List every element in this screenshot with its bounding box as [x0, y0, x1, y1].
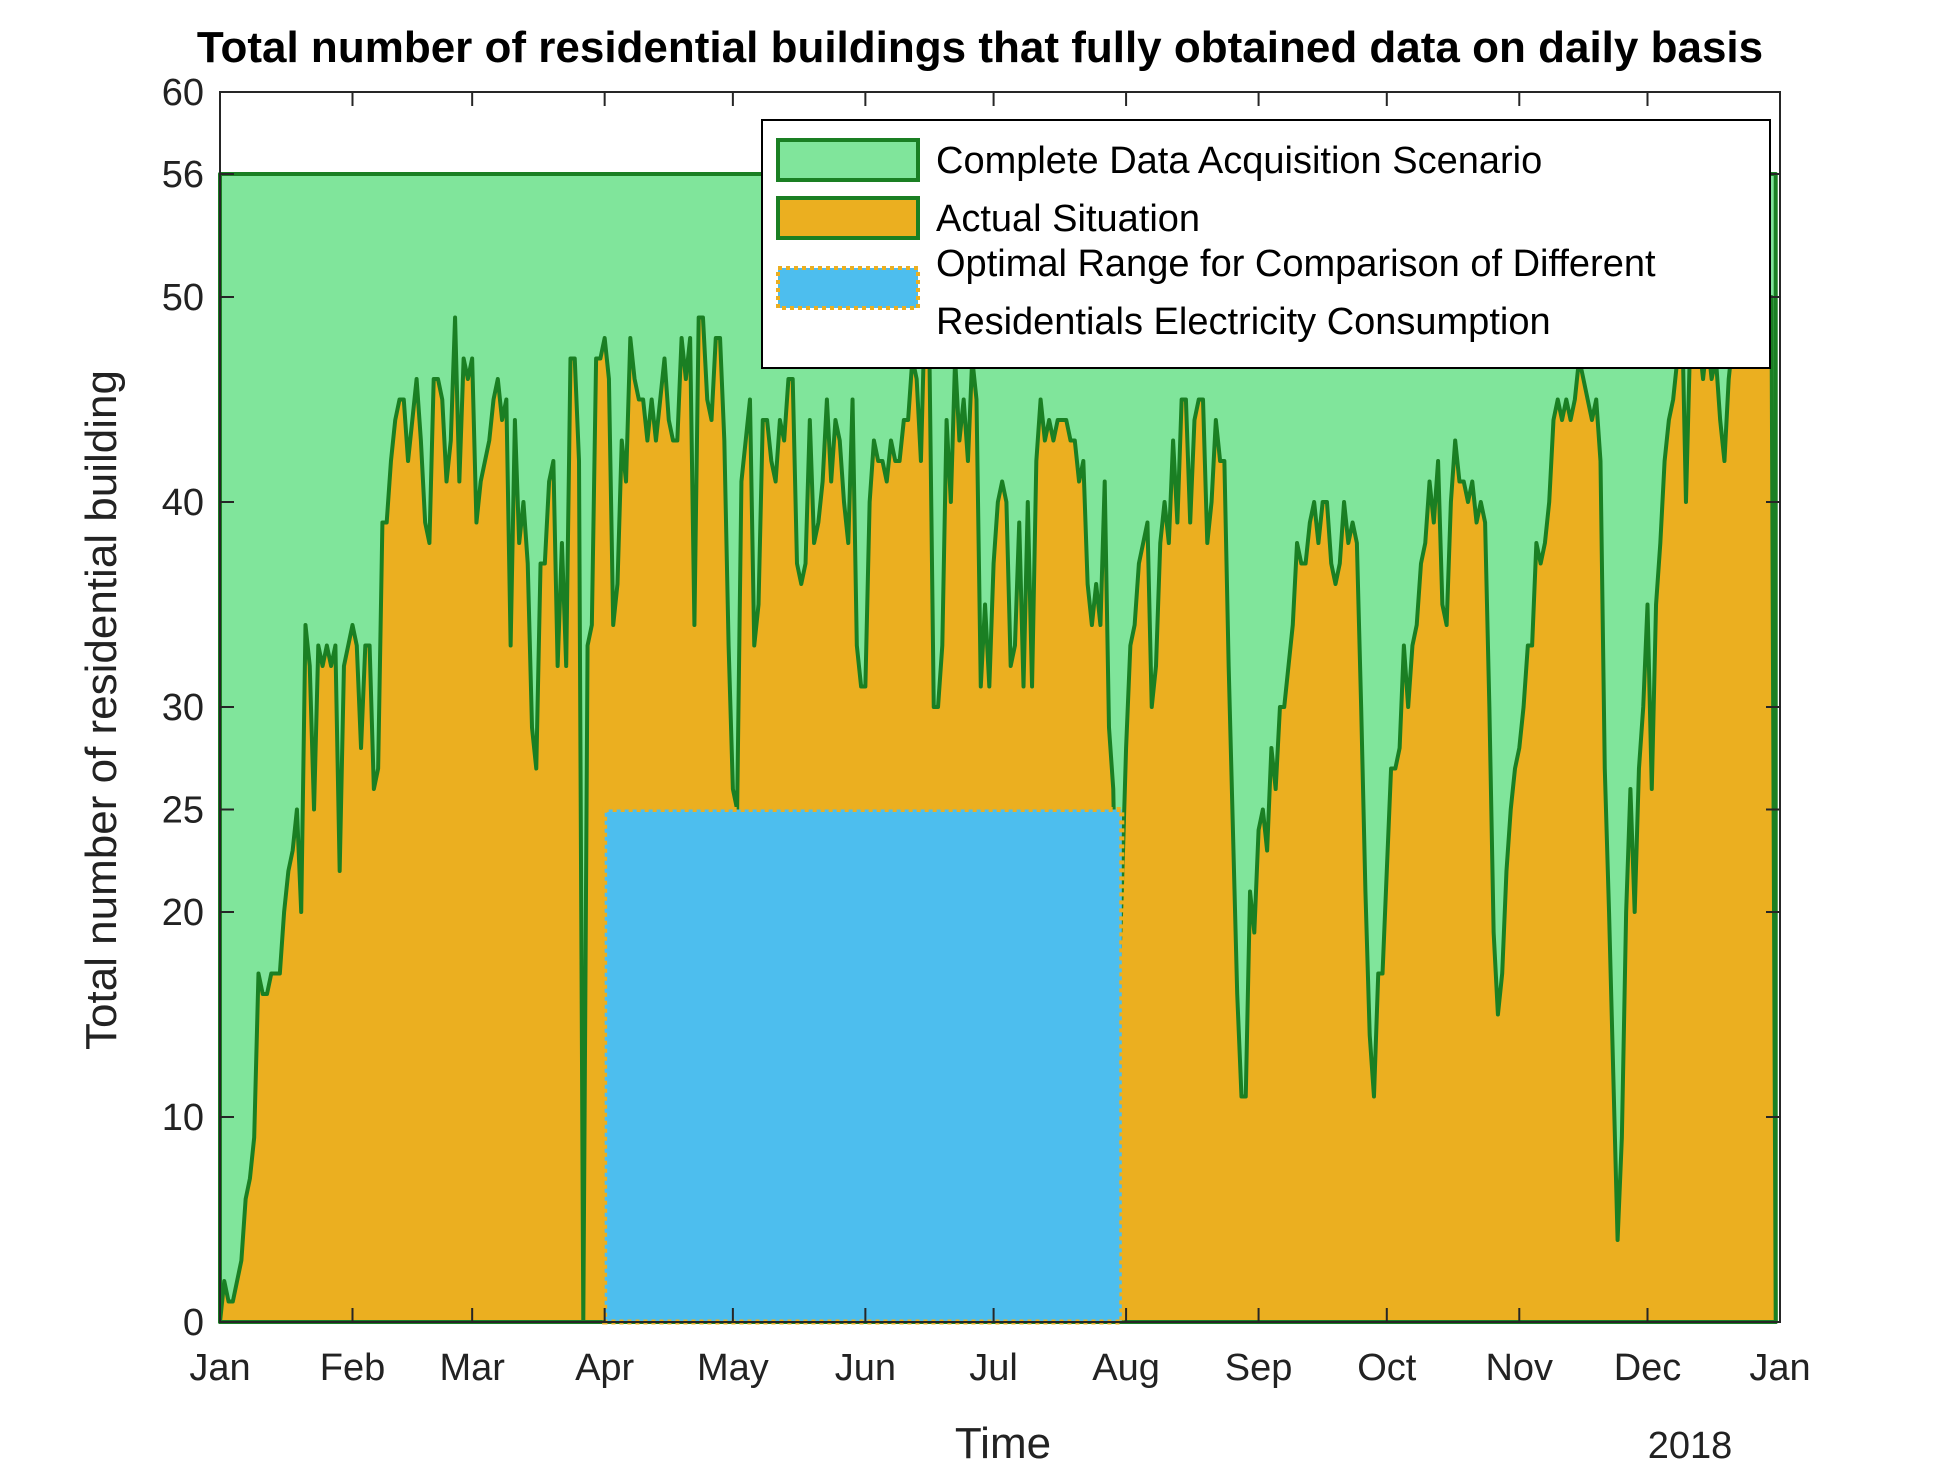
- chart-title: Total number of residential buildings th…: [197, 23, 1763, 72]
- x-tick-label: Jan: [189, 1347, 250, 1389]
- legend-swatch: [776, 266, 920, 310]
- y-tick-label: 0: [183, 1302, 204, 1344]
- y-tick-label: 30: [162, 687, 204, 729]
- series-optimal-range-rect: [602, 807, 1125, 1325]
- legend-swatch: [776, 138, 920, 182]
- y-tick-label: 56: [162, 154, 204, 196]
- x-tick-label: Nov: [1485, 1347, 1553, 1389]
- y-tick-label: 50: [162, 277, 204, 319]
- legend-label: Residentials Electricity Consumption: [936, 301, 1551, 343]
- x-axis-title: Time: [955, 1419, 1051, 1468]
- axes: 0 10 20 25 30 40 50 56 60 Jan Feb Mar Apr May Jun Jul Au…: [162, 72, 1811, 1389]
- x-axis-year-label: 2018: [1648, 1425, 1733, 1467]
- y-tick-label: 40: [162, 482, 204, 524]
- y-tick-label: 25: [162, 790, 204, 832]
- x-tick-label: Mar: [439, 1347, 505, 1389]
- legend-label: Optimal Range for Comparison of Differen…: [936, 243, 1656, 285]
- x-tick-label: Dec: [1614, 1347, 1682, 1389]
- x-tick-label: Jan: [1749, 1347, 1810, 1389]
- x-tick-label: Sep: [1225, 1347, 1293, 1389]
- x-tick-label: Feb: [320, 1347, 385, 1389]
- y-tick-label: 20: [162, 892, 204, 934]
- x-tick-label: Oct: [1357, 1347, 1417, 1389]
- x-tick-label: Apr: [575, 1347, 634, 1389]
- legend-swatch: [776, 196, 920, 240]
- plot-area: [218, 172, 1778, 1325]
- legend: Complete Data Acquisition Scenario Actual…: [761, 119, 1771, 369]
- x-tick-label: Jul: [969, 1347, 1018, 1389]
- y-tick-label: 10: [162, 1097, 204, 1139]
- y-tick-label: 60: [162, 72, 204, 114]
- x-tick-label: Jun: [835, 1347, 896, 1389]
- legend-label: Actual Situation: [936, 198, 1200, 240]
- legend-box: [761, 119, 1771, 369]
- x-tick-label: May: [697, 1347, 769, 1389]
- y-axis-title: Total number of residential building: [77, 370, 126, 1050]
- x-tick-label: Aug: [1092, 1347, 1160, 1389]
- legend-label: Complete Data Acquisition Scenario: [936, 140, 1542, 182]
